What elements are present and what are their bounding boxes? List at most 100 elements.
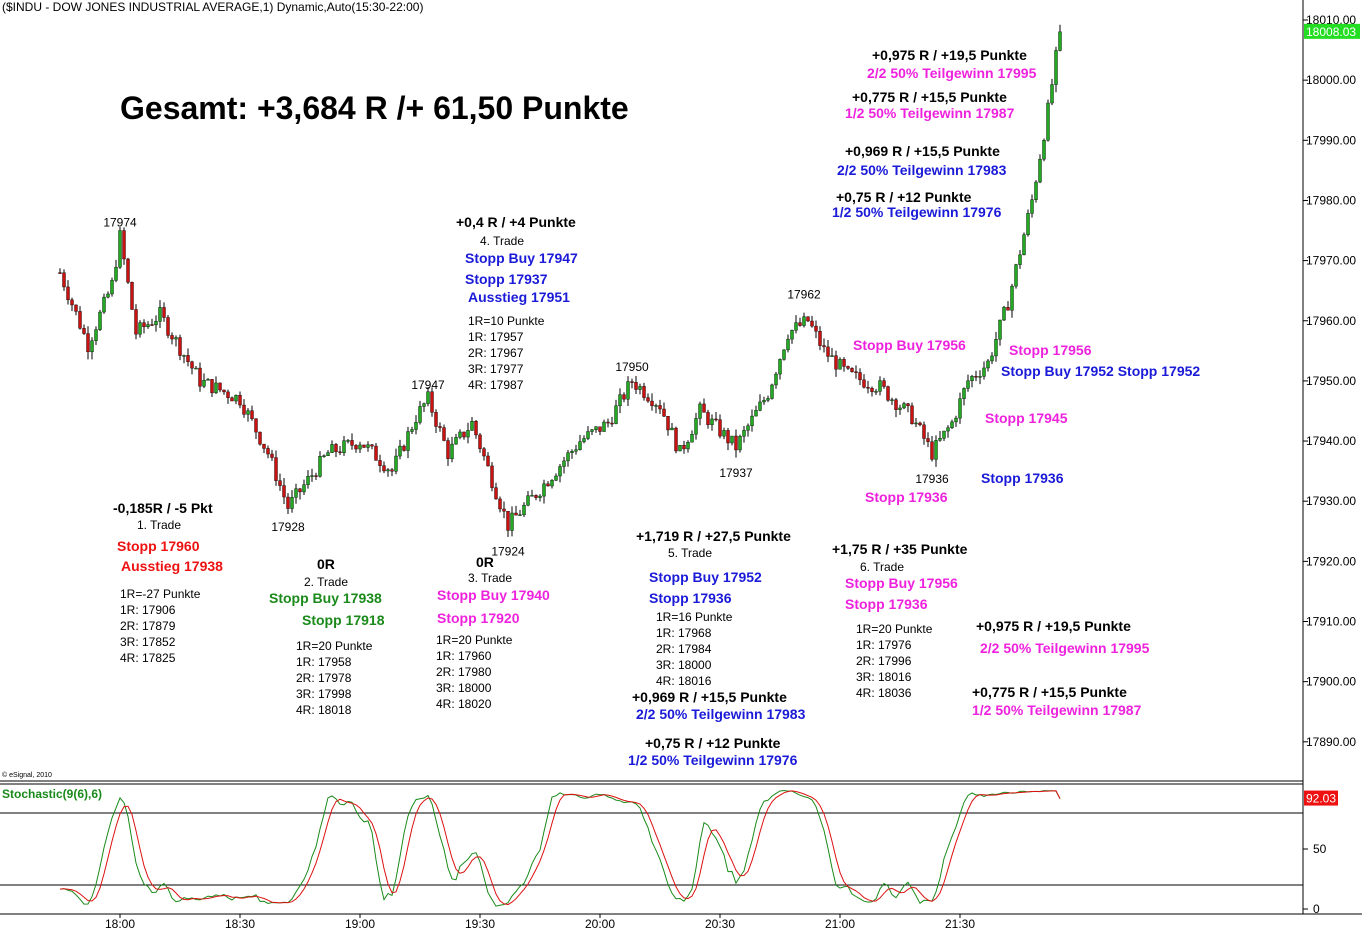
candle-up	[1014, 264, 1018, 287]
candle-down	[826, 346, 830, 357]
candle-up	[774, 373, 778, 386]
price-tick-label: 17970.00	[1306, 254, 1356, 268]
candle-up	[738, 436, 742, 451]
time-tick-label: 21:00	[825, 917, 855, 931]
candle-down	[646, 397, 650, 402]
candle-down	[702, 403, 706, 413]
swing-label: 17962	[787, 288, 821, 302]
candle-up	[1042, 139, 1046, 160]
candle-up	[346, 440, 350, 442]
price-tick-label: 17960.00	[1306, 314, 1356, 328]
candle-down	[894, 399, 898, 410]
trade4-level: 4R: 17987	[468, 378, 524, 392]
candle-up	[1022, 234, 1026, 256]
trade2-level: 2R: 17978	[296, 671, 352, 685]
candle-down	[482, 448, 486, 457]
trade1-level: 1R: 17906	[120, 603, 176, 617]
candle-down	[282, 485, 286, 498]
candle-down	[142, 322, 146, 328]
candle-down	[514, 512, 518, 516]
trade1-exit: Ausstieg 17938	[121, 558, 223, 574]
candle-up	[638, 386, 642, 390]
time-tick-label: 18:30	[225, 917, 255, 931]
candle-up	[958, 398, 962, 419]
trade5-level: 3R: 18000	[656, 658, 712, 672]
trade1-stop: Stopp 17960	[117, 538, 200, 554]
note-a-result: +0,975 R / +19,5 Punkte	[872, 47, 1027, 63]
candle-down	[642, 386, 646, 398]
candle-down	[834, 355, 838, 370]
candle-up	[566, 452, 570, 462]
candle-down	[606, 421, 610, 424]
last-price-box	[1304, 23, 1360, 39]
trade3-level: 1R=20 Punkte	[436, 633, 513, 647]
candle-up	[938, 438, 942, 441]
candle-down	[166, 317, 170, 336]
stoch-d-line	[59, 790, 1061, 906]
candle-up	[902, 403, 906, 409]
candle-up	[510, 512, 514, 531]
trade3-name: 3. Trade	[468, 571, 513, 585]
time-tick-label: 19:00	[345, 917, 375, 931]
candle-up	[786, 338, 790, 351]
trade4-stop: Stopp 17937	[465, 271, 548, 287]
candle-up	[206, 379, 210, 381]
swing-label: 17936	[915, 472, 949, 486]
candle-down	[662, 408, 666, 417]
candle-up	[1034, 181, 1038, 200]
candle-up	[994, 339, 998, 357]
price-tick-label: 17900.00	[1306, 675, 1356, 689]
candle-up	[778, 359, 782, 375]
candle-up	[890, 399, 894, 401]
trade4-entry: Stopp Buy 17947	[465, 250, 578, 266]
candle-down	[858, 372, 862, 381]
trade4-result: +0,4 R / +4 Punkte	[456, 214, 576, 230]
candle-up	[306, 476, 310, 485]
candle-up	[454, 437, 458, 445]
trade3-level: 4R: 18020	[436, 697, 492, 711]
candle-down	[278, 480, 282, 486]
note-c-result: +0,969 R / +15,5 Punkte	[845, 143, 1000, 159]
candle-down	[650, 400, 654, 407]
trade6-exit1-result: +0,775 R / +15,5 Punkte	[972, 684, 1127, 700]
candle-up	[1058, 31, 1062, 51]
candle-down	[850, 368, 854, 372]
candle-up	[406, 431, 410, 451]
candle-up	[570, 451, 574, 453]
trade6-level: 1R=20 Punkte	[856, 622, 933, 636]
candle-down	[226, 391, 230, 398]
trade2-stop: Stopp 17918	[302, 612, 385, 628]
time-tick-label: 19:30	[465, 917, 495, 931]
candle-up	[470, 421, 474, 431]
candle-down	[918, 422, 922, 426]
candle-down	[534, 495, 538, 498]
candle-down	[66, 286, 70, 301]
candle-down	[222, 389, 226, 393]
note-b-text: 1/2 50% Teilgewinn 17987	[845, 105, 1015, 121]
trade5-exit2: 2/2 50% Teilgewinn 17983	[636, 706, 806, 722]
candle-down	[674, 427, 678, 452]
candle-up	[538, 495, 542, 498]
price-tick-label: 17930.00	[1306, 494, 1356, 508]
time-tick-label: 21:30	[945, 917, 975, 931]
candle-up	[954, 417, 958, 423]
trade2-levels: 1R=20 Punkte 1R: 17958 2R: 17978 3R: 179…	[296, 638, 372, 718]
candle-up	[722, 430, 726, 437]
note-stopp-buy-17952: Stopp Buy 17952 Stopp 17952	[1001, 363, 1201, 379]
candle-up	[562, 460, 566, 467]
trade6-level: 3R: 18016	[856, 670, 912, 684]
candle-down	[218, 382, 222, 391]
candle-down	[882, 380, 886, 387]
candle-up	[782, 349, 786, 360]
candle-down	[270, 453, 274, 458]
candle-up	[742, 430, 746, 437]
candle-down	[438, 426, 442, 428]
trade1-result: -0,185R / -5 Pkt	[113, 500, 213, 516]
candle-down	[922, 424, 926, 439]
candle-up	[762, 399, 766, 403]
trade3-stop: Stopp 17920	[437, 610, 520, 626]
trade6-level: 1R: 17976	[856, 638, 912, 652]
note-a-text: 2/2 50% Teilgewinn 17995	[867, 65, 1037, 81]
candle-down	[78, 311, 82, 329]
